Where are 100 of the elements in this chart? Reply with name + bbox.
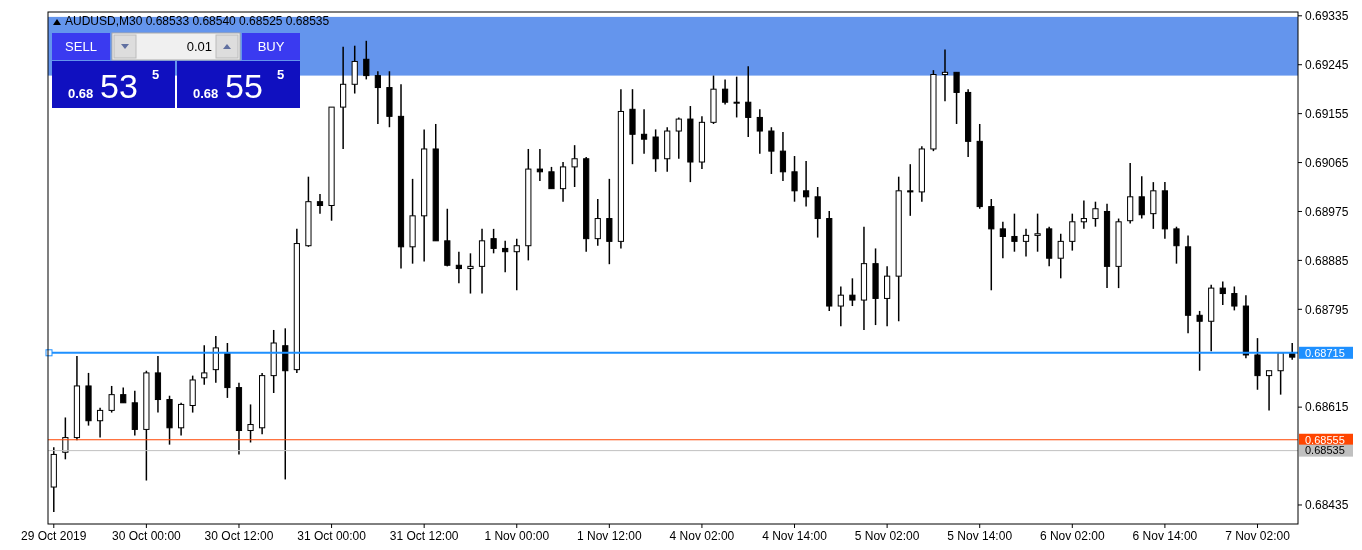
- candlestick: [1254, 337, 1261, 391]
- candlestick: [675, 116, 682, 160]
- candlestick: [814, 186, 821, 239]
- annotation: SELL: [65, 39, 97, 54]
- candlestick: [1069, 212, 1076, 252]
- price-box: 0.68 53 5: [52, 61, 175, 108]
- candlestick: [548, 166, 555, 190]
- candlestick: [1265, 369, 1273, 412]
- sell-button: SELL: [52, 33, 110, 60]
- y-tick-label: 0.68975: [1305, 204, 1349, 219]
- annotation: 0.01: [186, 39, 212, 54]
- candlestick: [1196, 310, 1203, 372]
- candlestick: [1150, 181, 1157, 230]
- candlestick: [756, 108, 763, 155]
- annotation: 55: [225, 67, 263, 105]
- candlestick: [374, 70, 381, 125]
- candlestick: [212, 335, 219, 384]
- candlestick: [455, 250, 462, 284]
- candlestick: [988, 198, 995, 292]
- candlestick: [791, 155, 798, 203]
- candlestick: [1127, 162, 1134, 225]
- candlestick: [1277, 352, 1284, 396]
- y-tick-label: 0.68885: [1305, 253, 1349, 268]
- annotation: 5: [277, 67, 285, 82]
- x-tick-label: 1 Nov 12:00: [576, 529, 643, 543]
- annotation: BUY: [257, 39, 285, 54]
- x-tick-label: 31 Oct 12:00: [389, 529, 459, 543]
- y-tick-label: 0.69155: [1305, 106, 1349, 121]
- candlestick: [640, 108, 648, 155]
- ref-line-label: 0.68535: [1305, 444, 1345, 457]
- candlestick: [1138, 175, 1145, 220]
- candlestick: [108, 385, 115, 414]
- candlestick: [490, 228, 497, 255]
- candlestick: [849, 277, 856, 307]
- x-tick-label: 6 Nov 02:00: [1039, 529, 1105, 543]
- candlestick: [559, 161, 567, 203]
- buy-button: BUY: [242, 33, 300, 60]
- candlestick: [1057, 233, 1064, 280]
- y-tick-label: 0.68615: [1305, 400, 1349, 415]
- x-tick-label: 1 Nov 00:00: [484, 529, 550, 543]
- y-tick-label: 0.68435: [1305, 498, 1349, 513]
- y-tick-label: 0.69335: [1305, 9, 1349, 23]
- y-tick-label: 0.69245: [1305, 57, 1349, 72]
- candlestick: [907, 163, 914, 217]
- price-box: 0.68 55 5: [177, 61, 300, 108]
- x-tick-label: 30 Oct 12:00: [204, 529, 274, 543]
- candlestick: [652, 128, 659, 173]
- candlestick: [606, 178, 613, 265]
- x-tick-label: 4 Nov 02:00: [669, 529, 735, 543]
- candlestick: [1173, 225, 1180, 265]
- candlestick: [779, 131, 787, 182]
- y-tick-label: 0.68795: [1305, 302, 1349, 317]
- chart-title: AUDUSD,M30 0.68533 0.68540 0.68525 0.68535: [65, 14, 330, 28]
- candlestick: [884, 265, 891, 327]
- x-tick-label: 29 Oct 2019: [21, 529, 87, 543]
- candlestick: [316, 193, 324, 215]
- candlestick: [536, 148, 543, 182]
- candlestick: [1080, 199, 1087, 230]
- x-tick-label: 4 Nov 14:00: [762, 529, 828, 543]
- candlestick: [351, 44, 358, 95]
- candlestick: [1219, 280, 1226, 306]
- candlestick: [201, 344, 208, 386]
- x-tick-label: 6 Nov 14:00: [1132, 529, 1198, 543]
- candlestick: [62, 416, 69, 461]
- annotation: 0.68: [193, 86, 219, 101]
- ref-line-label: 0.68555: [1305, 433, 1345, 446]
- candlestick: [247, 403, 254, 444]
- y-tick-label: 0.69065: [1305, 155, 1349, 170]
- candlestick: [999, 221, 1006, 259]
- candlestick: [96, 406, 104, 439]
- candlestick: [837, 285, 844, 327]
- lot-size-field: 0.01: [111, 32, 241, 61]
- candlestick: [1092, 200, 1099, 228]
- candlestick: [941, 48, 949, 102]
- annotation: 5: [152, 67, 160, 82]
- candlestick: [1022, 228, 1030, 258]
- ref-line-label: 0.68715: [1305, 346, 1345, 359]
- candlestick: [363, 40, 370, 81]
- candlestick: [340, 46, 347, 150]
- candlestick: [1011, 212, 1018, 253]
- candlestick: [721, 78, 729, 106]
- candlestick: [768, 126, 775, 175]
- candlestick: [467, 252, 474, 295]
- candlestick: [178, 402, 185, 437]
- candlestick: [745, 65, 752, 138]
- candlestick: [502, 240, 509, 274]
- x-tick-label: 7 Nov 02:00: [1225, 529, 1291, 543]
- x-tick-label: 5 Nov 14:00: [947, 529, 1013, 543]
- candlestick: [594, 198, 601, 247]
- candlestick: [803, 160, 810, 208]
- candlestick: [1034, 212, 1041, 253]
- x-tick-label: 5 Nov 02:00: [854, 529, 920, 543]
- annotation: 0.68: [68, 86, 94, 101]
- candlestick: [953, 71, 960, 125]
- candlestick: [571, 144, 578, 188]
- candlestick: [1231, 285, 1238, 312]
- x-tick-label: 30 Oct 00:00: [112, 529, 182, 543]
- candlestick: [513, 237, 520, 292]
- annotation: 53: [100, 67, 138, 105]
- candlestick: [733, 75, 740, 119]
